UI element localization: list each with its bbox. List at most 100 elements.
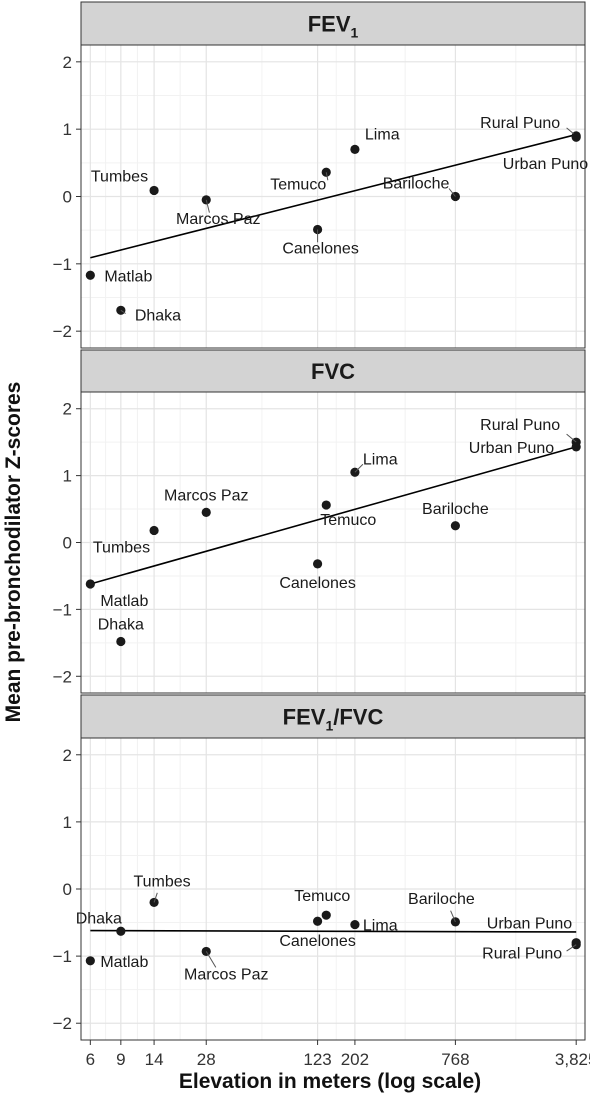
data-point-label: Dhaka xyxy=(98,616,144,633)
data-point-label: Marcos Paz xyxy=(184,966,268,983)
data-point-label: Urban Puno xyxy=(503,156,588,173)
data-point-label: Lima xyxy=(363,918,398,935)
data-point-label: Dhaka xyxy=(76,910,122,927)
y-tick-label: 1 xyxy=(63,467,72,486)
facet-strip xyxy=(80,1,586,46)
facet-strip xyxy=(80,349,586,393)
label-leader-line xyxy=(448,188,456,197)
y-tick-label: 2 xyxy=(63,400,72,419)
data-point xyxy=(85,956,95,966)
y-tick-label: −2 xyxy=(53,667,72,686)
data-point-label: Canelones xyxy=(279,575,356,592)
x-axis: 6 9 14 28 123 202 768 3,825 xyxy=(86,1040,590,1069)
label-leader-line xyxy=(354,463,364,473)
label-leader-line xyxy=(566,433,577,443)
y-tick-label: −2 xyxy=(53,1014,72,1033)
data-point xyxy=(571,442,581,452)
data-point-label: Tumbes xyxy=(91,168,148,185)
x-axis-title: Elevation in meters (log scale) xyxy=(179,1070,481,1093)
y-tick-label: −1 xyxy=(53,600,72,619)
data-point-label: Urban Puno xyxy=(469,440,554,457)
data-point-label: Bariloche xyxy=(383,176,450,193)
y-tick-label: −1 xyxy=(53,255,72,274)
y-tick-label: 2 xyxy=(63,53,72,72)
y-tick-label: 1 xyxy=(63,813,72,832)
panel-border xyxy=(80,391,586,694)
data-point-label: Canelones xyxy=(282,240,359,257)
facet-title: FVC xyxy=(311,359,355,384)
x-tick-label: 202 xyxy=(341,1050,369,1069)
x-tick-label: 14 xyxy=(145,1050,164,1069)
panel-border xyxy=(80,737,586,1041)
y-tick-label: 0 xyxy=(63,188,72,207)
y-tick-label: 1 xyxy=(63,120,72,139)
data-point-label: Temuco xyxy=(270,176,326,193)
label-leader-line xyxy=(205,951,217,968)
data-point-label: Tumbes xyxy=(93,539,150,556)
data-point-label: Bariloche xyxy=(408,891,475,908)
data-point-label: Rural Puno xyxy=(482,946,562,963)
y-tick-label: 0 xyxy=(63,534,72,553)
y-tick-label: 0 xyxy=(63,880,72,899)
data-point-label: Matlab xyxy=(100,593,148,610)
data-point xyxy=(149,897,159,908)
data-point xyxy=(321,500,331,510)
facet-panel-3: FEV1/FVC −2 −1 0 1 2 Matlab Dhaka Tumbes Marcos P… xyxy=(53,694,586,1041)
fit-line xyxy=(90,133,577,259)
facet-panel-2: FVC −2 −1 0 1 2 Matlab Dhaka Tumbes Marcos Paz Can… xyxy=(53,349,586,694)
data-point-label: Bariloche xyxy=(422,501,489,518)
fit-line xyxy=(90,929,577,933)
data-point xyxy=(85,270,95,280)
x-tick-label: 123 xyxy=(303,1050,331,1069)
label-leader-line xyxy=(120,309,126,314)
x-tick-label: 768 xyxy=(441,1050,469,1069)
data-point-label: Lima xyxy=(363,451,398,468)
data-point xyxy=(450,917,460,927)
data-point xyxy=(571,132,581,142)
data-point-label: Marcos Paz xyxy=(164,487,248,504)
data-point-label: Urban Puno xyxy=(487,916,572,933)
data-point xyxy=(312,559,323,569)
data-point xyxy=(321,910,331,920)
data-point-label: Tumbes xyxy=(133,873,190,890)
data-point xyxy=(571,940,581,950)
x-tick-label: 6 xyxy=(86,1050,95,1069)
label-leader-line xyxy=(325,172,329,181)
y-tick-label: −2 xyxy=(53,322,72,341)
data-point xyxy=(149,525,159,536)
y-axis-title: Mean pre-bronchodilator Z-scores xyxy=(2,382,25,723)
data-point xyxy=(312,916,323,926)
x-tick-label: 3,825 xyxy=(555,1050,590,1069)
data-point-label: Rural Puno xyxy=(480,115,560,132)
y-tick-label: 2 xyxy=(63,746,72,765)
data-point xyxy=(450,521,460,531)
fit-line xyxy=(90,446,577,585)
data-point-label: Matlab xyxy=(104,268,152,285)
data-point-label: Temuco xyxy=(320,512,376,529)
data-point xyxy=(350,919,360,930)
label-leader-line xyxy=(566,944,577,952)
data-point xyxy=(321,167,331,177)
data-point-label: Lima xyxy=(365,126,400,143)
data-point xyxy=(312,224,323,235)
data-point xyxy=(116,636,126,647)
data-point xyxy=(350,144,360,154)
data-point-label: Temuco xyxy=(294,888,350,905)
facet-strip xyxy=(80,694,586,739)
panel-border xyxy=(80,44,586,349)
data-point xyxy=(149,185,159,196)
data-point xyxy=(201,507,211,517)
data-point xyxy=(85,579,95,589)
label-leader-line xyxy=(450,910,456,923)
facet-panel-1: FEV1 −2 −1 0 1 2 Matlab Dhaka Tumbes Marcos Paz Ca… xyxy=(53,1,588,349)
x-tick-label: 28 xyxy=(197,1050,216,1069)
data-point-label: Marcos Paz xyxy=(176,211,260,228)
data-point-label: Rural Puno xyxy=(480,417,560,434)
facet-title: FEV1 xyxy=(308,12,359,41)
facet-title: FEV1/FVC xyxy=(283,705,384,734)
x-tick-label: 9 xyxy=(116,1050,125,1069)
label-leader-line xyxy=(205,199,210,213)
data-point-label: Canelones xyxy=(279,933,356,950)
y-tick-label: −1 xyxy=(53,947,72,966)
